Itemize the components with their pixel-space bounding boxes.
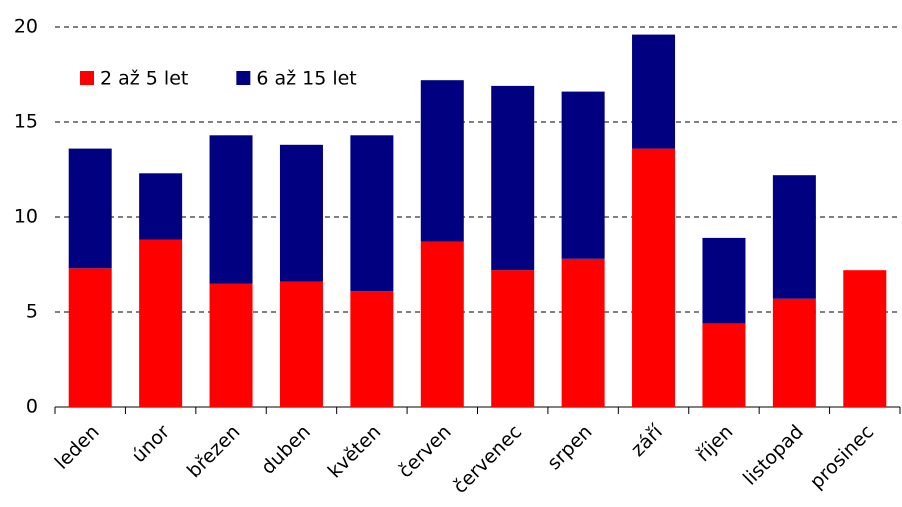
bar-segment [772,175,816,299]
bar-segment [209,283,253,407]
bar-segment [68,148,112,269]
bar-segment [561,91,605,259]
x-tick-label: srpen [543,421,596,474]
x-tick-label: únor [128,421,174,467]
x-tick-label: leden [51,421,104,474]
x-tick-label: listopad [739,421,808,490]
bar-segment [702,323,746,407]
bar-segment [632,148,676,407]
x-tick-label: prosinec [806,421,878,493]
bar-segment [632,34,676,149]
bar-segment [279,144,323,282]
bar-segment [350,135,394,292]
bar-segment [350,291,394,407]
legend-label: 2 až 5 let [100,68,188,90]
y-tick-label: 5 [26,301,38,323]
x-tick-label: červen [394,421,455,482]
x-tick-label: duben [257,421,315,479]
bar-segment [279,281,323,407]
bar-segment [702,237,746,324]
bar-segment [491,270,535,407]
y-tick-label: 20 [14,16,38,38]
legend-swatch [80,71,94,85]
x-tick-label: březen [183,421,244,482]
legend-swatch [236,71,251,85]
x-tick-label: květen [324,421,386,483]
x-tick-label: září [627,420,668,461]
bar-segment [843,270,887,407]
bar-segment [68,268,112,407]
bar-segment [561,258,605,407]
y-tick-label: 15 [14,111,38,133]
legend-label: 6 až 15 let [256,68,356,90]
y-tick-label: 0 [26,396,38,418]
x-tick-label: červenec [449,421,526,498]
y-tick-label: 10 [14,206,38,228]
x-tick-label: říjen [692,421,737,466]
bar-segment [491,85,535,271]
bar-segment [139,173,183,240]
bar-segment [139,239,183,407]
bar-segment [420,241,464,407]
bar-segment [420,80,464,242]
bar-segment [209,135,253,284]
bar-segment [772,298,816,407]
